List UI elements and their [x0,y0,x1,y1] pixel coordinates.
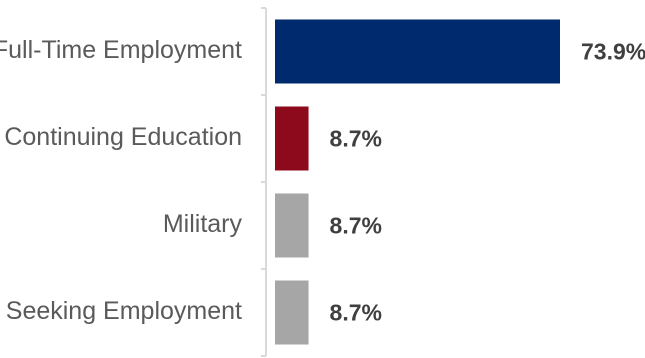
value-labels: 73.9% 8.7% 8.7% 8.7% [330,39,645,326]
value-label: 8.7% [330,126,382,152]
category-axis-ticks [261,7,266,357]
bar [275,280,309,345]
value-label: 8.7% [330,213,382,239]
category-labels: Full-Time Employment Continuing Education… [0,36,242,325]
bar [275,19,560,84]
value-label: 73.9% [581,39,645,65]
bar [275,193,309,258]
bar [275,106,309,171]
value-label: 8.7% [330,300,382,326]
category-label: Military [163,210,243,238]
category-label: Seeking Employment [6,297,242,325]
category-label: Full-Time Employment [0,36,242,64]
bars-group [275,19,560,345]
category-label: Continuing Education [4,123,242,151]
